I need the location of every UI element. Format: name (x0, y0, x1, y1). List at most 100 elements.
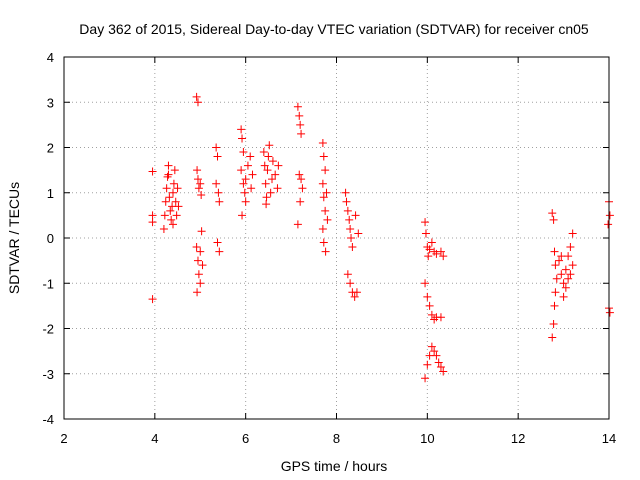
data-point (212, 143, 221, 152)
data-point (298, 184, 307, 193)
data-point (430, 315, 439, 324)
x-tick-label: 14 (602, 431, 616, 446)
data-point (160, 211, 169, 220)
data-point (172, 211, 181, 220)
data-point (262, 193, 271, 202)
data-point (268, 157, 277, 166)
x-tick-label: 10 (420, 431, 434, 446)
y-tick-label: 3 (47, 95, 54, 110)
y-tick-label: -4 (42, 412, 54, 427)
data-point (321, 166, 330, 175)
data-point (561, 265, 570, 274)
x-axis-label: GPS time / hours (281, 458, 388, 474)
data-point (423, 292, 432, 301)
x-tick-label: 8 (333, 431, 340, 446)
data-point (425, 351, 434, 360)
data-point (436, 247, 445, 256)
data-point (439, 367, 448, 376)
data-point (343, 270, 352, 279)
data-point (238, 211, 247, 220)
data-point (559, 279, 568, 288)
data-point (343, 206, 352, 215)
data-point (555, 256, 564, 265)
data-point (427, 238, 436, 247)
data-point (259, 148, 268, 157)
data-point (241, 175, 250, 184)
data-point (425, 245, 434, 254)
data-point (323, 215, 332, 224)
data-point (552, 274, 561, 283)
data-point (559, 292, 568, 301)
data-point (237, 125, 246, 134)
data-point (161, 197, 170, 206)
y-tick-label: 1 (47, 186, 54, 201)
data-point (198, 261, 207, 270)
data-point (193, 166, 202, 175)
data-point (295, 111, 304, 120)
data-point (240, 188, 249, 197)
data-point (318, 224, 327, 233)
data-point (148, 295, 157, 304)
data-point (293, 220, 302, 229)
data-point (197, 227, 206, 236)
data-point (423, 243, 432, 252)
data-point (268, 175, 277, 184)
data-point (605, 211, 614, 220)
data-point (566, 243, 575, 252)
data-point (319, 152, 328, 161)
data-point (436, 362, 445, 371)
data-point (421, 229, 430, 238)
data-point (173, 184, 182, 193)
data-point (561, 283, 570, 292)
data-point (296, 197, 305, 206)
data-point (166, 206, 175, 215)
y-tick-label: 0 (47, 231, 54, 246)
y-tick-label: 4 (47, 50, 54, 65)
data-point (213, 152, 222, 161)
data-point (341, 188, 350, 197)
y-axis-label: SDTVAR / TECUs (6, 182, 22, 294)
data-point (321, 206, 330, 215)
data-point (212, 179, 221, 188)
data-point (193, 175, 202, 184)
data-point (164, 161, 173, 170)
data-point (241, 197, 250, 206)
data-point (261, 179, 270, 188)
data-point (430, 347, 439, 356)
data-point (432, 351, 441, 360)
data-point (564, 274, 573, 283)
data-point (215, 247, 224, 256)
data-point (427, 310, 436, 319)
data-point (549, 215, 558, 224)
data-point (239, 148, 248, 157)
data-point (263, 166, 272, 175)
data-point (434, 358, 443, 367)
data-point (350, 292, 359, 301)
data-point (347, 234, 356, 242)
data-point (319, 238, 328, 247)
data-point (274, 161, 283, 170)
data-point (169, 188, 177, 197)
data-point (266, 188, 275, 197)
data-point (273, 184, 282, 193)
data-point (193, 98, 202, 107)
data-point (159, 224, 168, 233)
data-point (421, 279, 430, 288)
x-tick-label: 2 (60, 431, 67, 446)
y-tick-label: -2 (42, 322, 54, 337)
data-point (243, 161, 252, 170)
data-point (348, 243, 357, 252)
data-point (568, 261, 577, 270)
data-point (196, 279, 205, 288)
x-tick-label: 6 (242, 431, 249, 446)
data-point (248, 170, 257, 179)
data-point (564, 252, 573, 261)
data-point (171, 197, 180, 206)
data-point (425, 301, 434, 310)
data-point (346, 224, 355, 233)
data-point (548, 209, 557, 218)
data-point (550, 247, 559, 256)
data-point (163, 172, 172, 181)
data-point (215, 197, 224, 206)
data-point (423, 360, 432, 369)
